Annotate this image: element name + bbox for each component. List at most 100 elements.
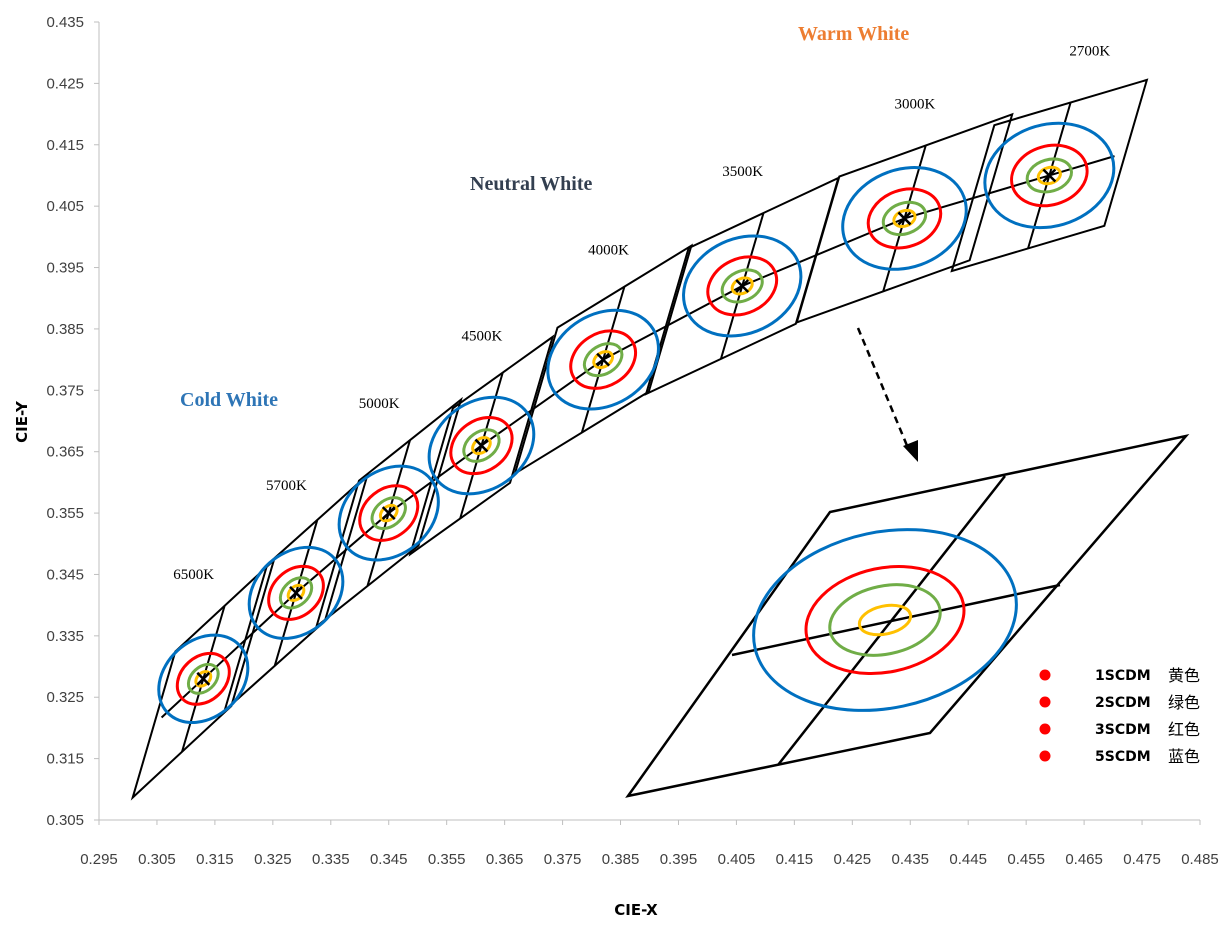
legend-label-cn: 黄色 <box>1168 666 1200 685</box>
ellipse-2scdm <box>462 428 501 463</box>
ellipse-5scdm <box>546 308 660 411</box>
y-tick-label: 0.375 <box>46 382 84 399</box>
x-tick-label: 0.425 <box>834 851 872 868</box>
ellipse-2scdm <box>881 200 928 237</box>
zoomed-inset <box>625 434 1190 798</box>
inset-ellipse-3scdm <box>804 564 966 676</box>
region-label: Warm White <box>798 23 909 45</box>
x-tick-label: 0.475 <box>1123 851 1161 868</box>
legend-label-cn: 蓝色 <box>1168 747 1200 766</box>
x-tick-label: 0.445 <box>949 851 987 868</box>
planckian-locus-line <box>160 155 1115 719</box>
ellipse-1scdm <box>592 350 615 370</box>
cct-labels: 6500K 5700K 5000K 4500K 4000K 3500K 3000K 2700K… <box>173 23 1110 583</box>
cct-label: 6500K <box>173 567 214 583</box>
legend-label-cn: 红色 <box>1168 720 1200 739</box>
locus-center-marker <box>1042 168 1057 183</box>
ellipse-5scdm <box>337 464 440 562</box>
inset-ellipse-1scdm <box>857 603 913 637</box>
locus-center-marker <box>596 352 611 367</box>
ellipse-3scdm <box>569 329 637 390</box>
x-tick-label: 0.465 <box>1065 851 1103 868</box>
ansi-quadrangle <box>314 396 463 630</box>
x-tick-label: 0.405 <box>718 851 756 868</box>
x-tick-label: 0.315 <box>196 851 234 868</box>
ellipse-3scdm <box>358 484 420 542</box>
x-tick-label: 0.335 <box>312 851 350 868</box>
inset-quadrangle <box>625 434 1190 798</box>
ellipse-1scdm <box>1036 165 1062 186</box>
region-label: Cold White <box>180 389 278 411</box>
region-label: Neutral White <box>470 173 593 195</box>
y-tick-label: 0.335 <box>46 628 84 645</box>
x-tick-label: 0.355 <box>428 851 466 868</box>
inset-isotherm-line <box>777 475 1006 766</box>
ellipse-5scdm <box>427 395 536 496</box>
x-tick-label: 0.455 <box>1007 851 1045 868</box>
x-tick-label: 0.485 <box>1181 851 1219 868</box>
locus-center-marker <box>196 671 211 686</box>
legend-label: 1SCDM <box>1095 668 1151 684</box>
x-tick-label: 0.365 <box>486 851 524 868</box>
ansi-quadrangle <box>950 78 1149 273</box>
ellipse-5scdm <box>841 166 968 271</box>
locus-center-marker <box>381 506 396 520</box>
x-tick-label: 0.325 <box>254 851 292 868</box>
x-tick-label: 0.395 <box>660 851 698 868</box>
locus-markers <box>196 168 1057 686</box>
cct-label: 5700K <box>266 478 307 494</box>
x-tick-label: 0.295 <box>80 851 118 868</box>
y-tick-label: 0.425 <box>46 75 84 92</box>
ansi-quadrangle <box>408 334 555 557</box>
inset-locus-line <box>731 583 1061 657</box>
legend-marker <box>1039 750 1051 762</box>
legend: 1SCDM 黄色 2SCDM 绿色 3SCDM 红色 5SCDM 蓝色 <box>1039 666 1200 766</box>
y-tick-label: 0.365 <box>46 444 84 461</box>
legend-marker <box>1039 669 1051 681</box>
x-tick-label: 0.345 <box>370 851 408 868</box>
y-tick-label: 0.305 <box>46 812 84 829</box>
legend-label: 2SCDM <box>1095 695 1151 711</box>
ellipse-3scdm <box>267 564 325 621</box>
legend-label-cn: 绿色 <box>1168 693 1200 712</box>
ansi-quadrangle <box>795 112 1014 325</box>
cct-label: 4500K <box>461 329 502 345</box>
y-tick-label: 0.385 <box>46 321 84 338</box>
ellipse-2scdm <box>370 496 407 530</box>
ellipse-3scdm <box>175 651 231 706</box>
zoom-arrow <box>856 327 918 462</box>
x-tick-label: 0.435 <box>891 851 929 868</box>
locus-center-marker <box>897 211 912 226</box>
legend-label: 3SCDM <box>1095 722 1151 738</box>
ellipse-2scdm <box>186 662 220 695</box>
ellipse-2scdm <box>1025 157 1073 194</box>
ellipse-2scdm <box>278 576 314 610</box>
ellipse-1scdm <box>892 208 917 229</box>
ellipse-3scdm <box>449 415 514 476</box>
ellipse-5scdm <box>682 234 803 338</box>
ellipse-3scdm <box>706 255 779 317</box>
y-tick-label: 0.345 <box>46 566 84 583</box>
x-tick-label: 0.415 <box>776 851 814 868</box>
y-tick-label: 0.405 <box>46 198 84 215</box>
legend-marker <box>1039 696 1051 708</box>
x-tick-label: 0.305 <box>138 851 176 868</box>
ellipse-1scdm <box>730 276 754 296</box>
locus-center-marker <box>289 585 303 600</box>
x-axis-title: CIE-X <box>614 901 658 919</box>
inset-ellipse-2scdm <box>828 583 942 657</box>
legend-marker <box>1039 723 1051 735</box>
cct-label: 3000K <box>894 96 935 112</box>
x-tick-label: 0.375 <box>544 851 582 868</box>
y-tick-label: 0.325 <box>46 689 84 706</box>
ellipse-2scdm <box>720 268 764 304</box>
locus-center-marker <box>474 438 489 453</box>
ansi-quadrangle <box>513 243 694 476</box>
cct-label: 4000K <box>588 243 629 259</box>
zoom-arrow-head <box>903 440 918 462</box>
ellipse-5scdm <box>157 633 250 725</box>
ellipse-5scdm <box>247 545 345 640</box>
y-tick-label: 0.415 <box>46 137 84 154</box>
macadam-ellipses <box>157 121 1116 725</box>
